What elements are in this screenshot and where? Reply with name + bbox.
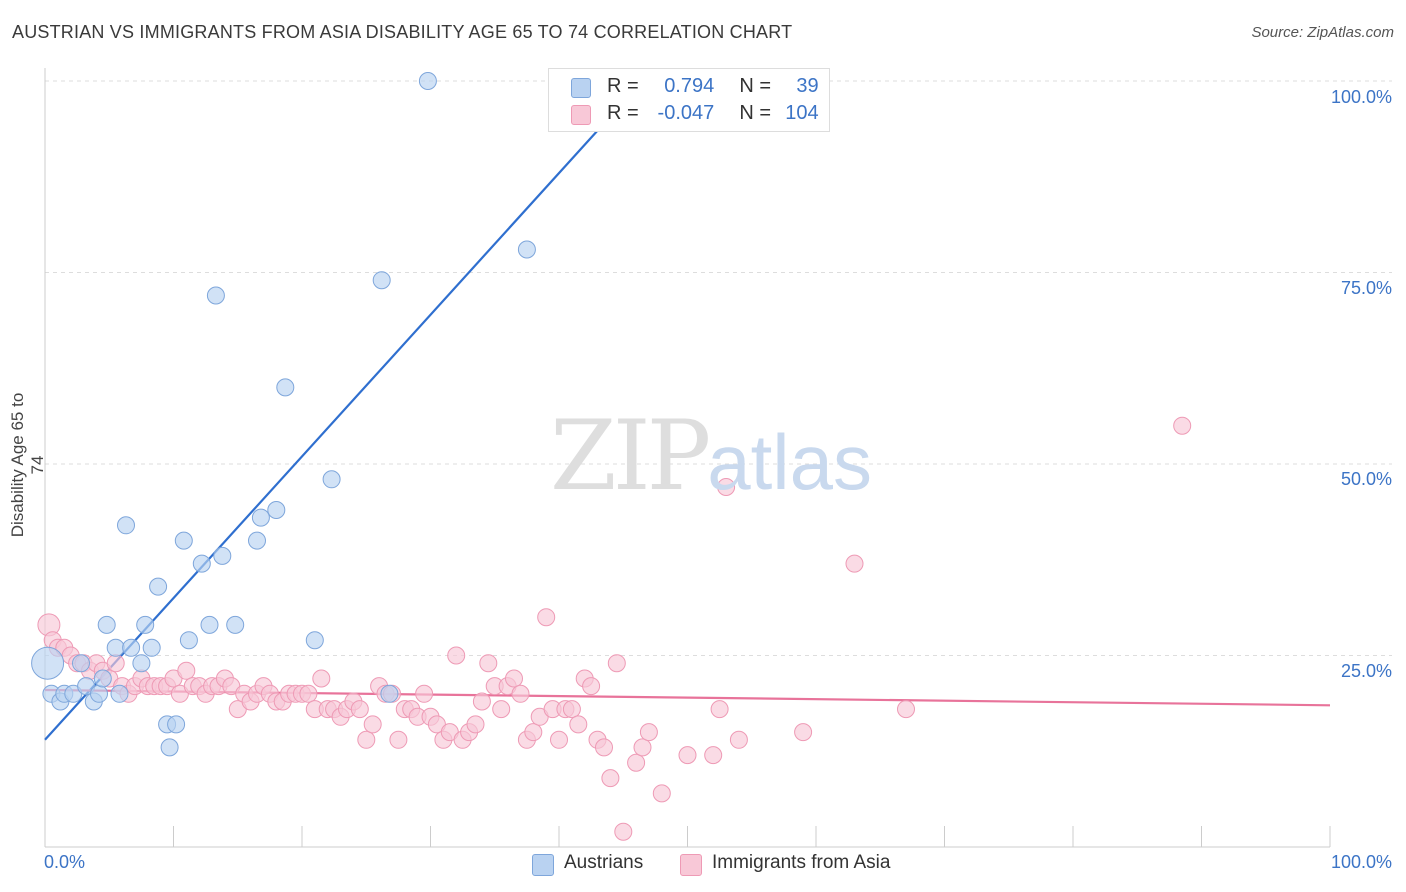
legend-n-value: 104: [777, 102, 819, 125]
point-asia: [390, 731, 407, 748]
x-max-label: 100.0%: [1331, 852, 1392, 873]
point-austrians: [214, 547, 231, 564]
point-austrians: [249, 532, 266, 549]
legend-n-label: N =: [739, 102, 771, 124]
point-asia: [596, 739, 613, 756]
point-austrians: [180, 632, 197, 649]
point-austrians: [111, 685, 128, 702]
point-asia: [795, 724, 812, 741]
point-austrians: [306, 632, 323, 649]
point-austrians: [133, 655, 150, 672]
point-austrians: [373, 272, 390, 289]
point-austrians: [419, 73, 436, 90]
point-austrians: [123, 639, 140, 656]
bottom-legend-swatch-pink: [680, 854, 702, 876]
legend-n-label: N =: [739, 75, 771, 97]
point-asia: [551, 731, 568, 748]
point-asia: [1174, 417, 1191, 434]
point-asia: [679, 747, 696, 764]
bottom-legend-swatch-blue: [532, 854, 554, 876]
point-asia: [473, 693, 490, 710]
point-austrians: [137, 616, 154, 633]
point-asia: [711, 701, 728, 718]
y-tick-75: 75.0%: [1341, 278, 1392, 299]
stats-legend: R = 0.794 N = 39 R = -0.047 N = 104: [548, 68, 830, 132]
y-axis-label: Disability Age 65 to 74: [8, 385, 48, 545]
point-austrians: [168, 716, 185, 733]
point-asia: [525, 724, 542, 741]
point-asia: [628, 754, 645, 771]
point-austrians: [91, 685, 108, 702]
legend-r-value: -0.047: [644, 102, 714, 125]
legend-r-label: R =: [607, 75, 639, 97]
point-austrians: [175, 532, 192, 549]
x-min-label: 0.0%: [44, 852, 85, 873]
legend-swatch-blue: [571, 78, 591, 98]
point-austrians: [150, 578, 167, 595]
point-asia: [602, 770, 619, 787]
point-austrians: [118, 517, 135, 534]
point-asia: [493, 701, 510, 718]
point-asia: [583, 678, 600, 695]
point-asia: [448, 647, 465, 664]
point-asia: [640, 724, 657, 741]
point-asia: [898, 701, 915, 718]
point-asia: [358, 731, 375, 748]
point-austrians: [227, 616, 244, 633]
point-asia: [480, 655, 497, 672]
y-tick-50: 50.0%: [1341, 469, 1392, 490]
point-austrians: [201, 616, 218, 633]
point-asia: [615, 823, 632, 840]
point-asia: [506, 670, 523, 687]
point-austrians: [207, 287, 224, 304]
legend-swatch-pink: [571, 105, 591, 125]
point-austrians: [252, 509, 269, 526]
watermark: ZIPatlas: [550, 400, 872, 512]
point-austrians: [32, 647, 64, 679]
bottom-legend-label-austrians: Austrians: [564, 852, 643, 874]
point-asia: [416, 685, 433, 702]
gridlines: [45, 81, 1392, 656]
legend-r-label: R =: [607, 102, 639, 124]
legend-r-value: 0.794: [644, 75, 714, 98]
point-austrians: [143, 639, 160, 656]
point-asia: [178, 662, 195, 679]
point-austrians: [268, 502, 285, 519]
watermark-atlas: atlas: [707, 418, 872, 506]
point-austrians: [193, 555, 210, 572]
point-asia: [705, 747, 722, 764]
point-austrians: [323, 471, 340, 488]
point-asia: [608, 655, 625, 672]
legend-n-value: 39: [777, 75, 819, 98]
point-austrians: [518, 241, 535, 258]
point-austrians: [161, 739, 178, 756]
y-tick-25: 25.0%: [1341, 661, 1392, 682]
point-asia: [570, 716, 587, 733]
point-asia: [467, 716, 484, 733]
bottom-legend-label-asia: Immigrants from Asia: [712, 852, 890, 874]
point-asia: [653, 785, 670, 802]
point-asia: [300, 685, 317, 702]
point-austrians: [73, 655, 90, 672]
point-asia: [351, 701, 368, 718]
point-asia: [563, 701, 580, 718]
point-asia: [107, 655, 124, 672]
y-tick-100: 100.0%: [1331, 87, 1392, 108]
point-austrians: [107, 639, 124, 656]
point-asia: [364, 716, 381, 733]
chart-title: AUSTRIAN VS IMMIGRANTS FROM ASIA DISABIL…: [12, 22, 792, 43]
point-austrians: [94, 670, 111, 687]
point-asia: [313, 670, 330, 687]
point-asia: [634, 739, 651, 756]
point-asia: [512, 685, 529, 702]
source-label: Source: ZipAtlas.com: [1251, 24, 1394, 41]
watermark-zip: ZIP: [550, 400, 707, 512]
point-austrians: [277, 379, 294, 396]
point-asia: [730, 731, 747, 748]
point-austrians: [98, 616, 115, 633]
point-asia: [846, 555, 863, 572]
point-asia: [538, 609, 555, 626]
point-austrians: [381, 685, 398, 702]
